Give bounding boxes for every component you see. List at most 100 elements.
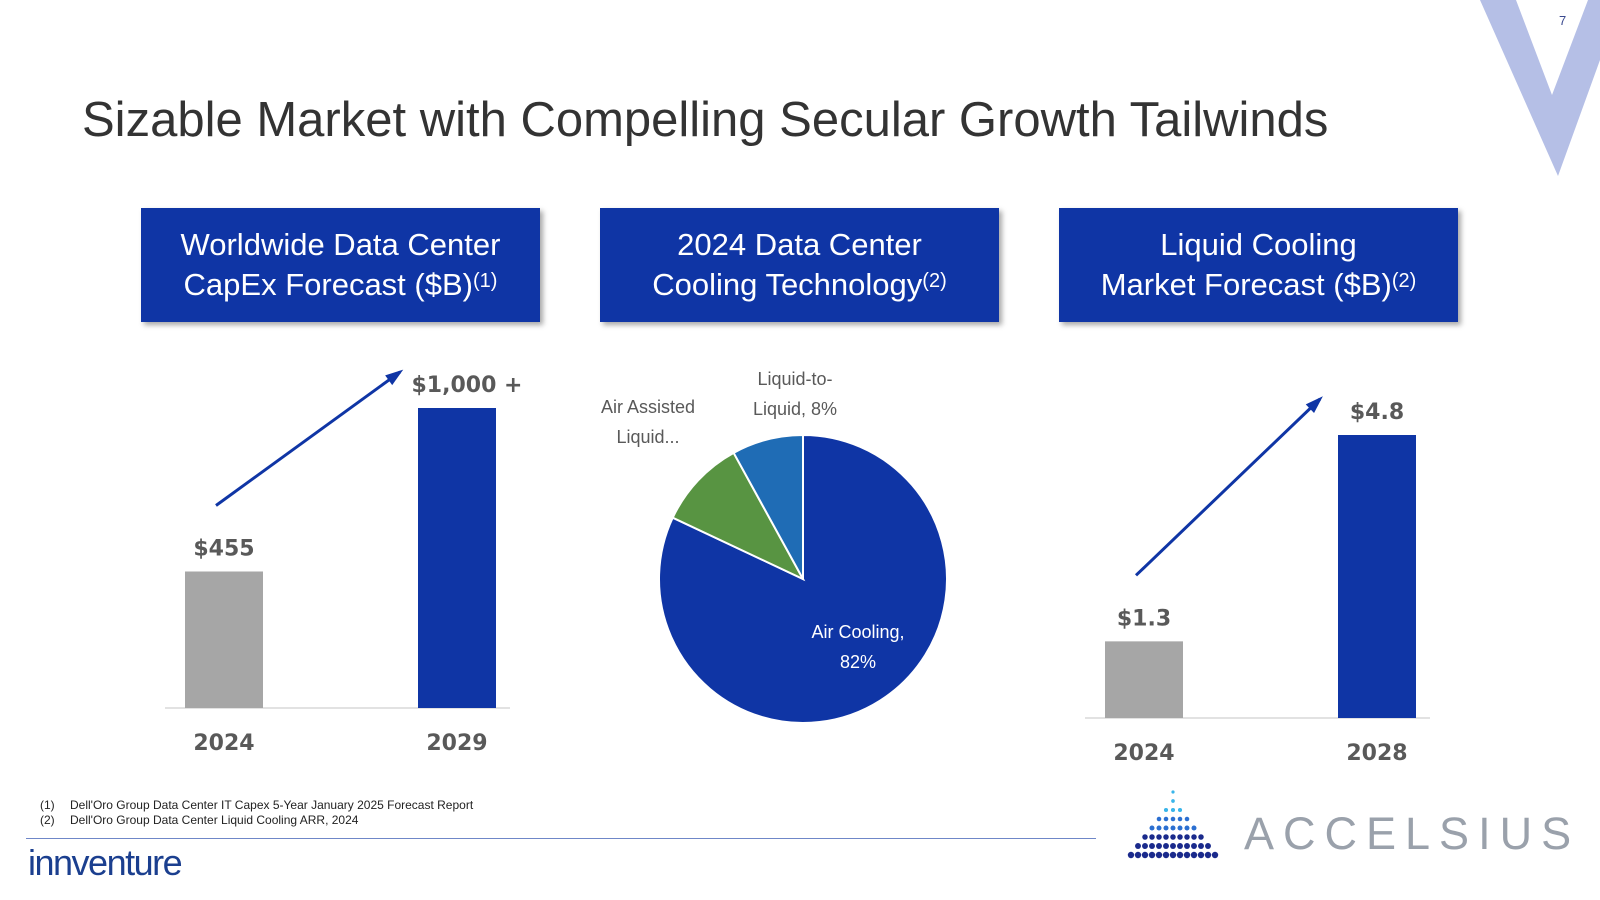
panel-header-line1: Worldwide Data Center <box>180 227 501 262</box>
footnote-1: (1) Dell'Oro Group Data Center IT Capex 5… <box>40 798 473 813</box>
logo-dot <box>1171 790 1175 794</box>
footnote-2: (2) Dell'Oro Group Data Center Liquid Coo… <box>40 813 473 828</box>
category-label: 2028 <box>1346 741 1407 766</box>
category-label: 2024 <box>1113 741 1174 766</box>
panel-header-line2-text: CapEx Forecast ($B) <box>183 267 473 302</box>
pie-slice-label: Air Assisted Liquid... <box>601 397 695 447</box>
page-number: 7 <box>1559 13 1567 28</box>
logo-dot <box>1170 843 1176 849</box>
logo-dot <box>1149 843 1155 849</box>
logo-dot <box>1169 851 1177 859</box>
pie-slice <box>732 433 804 580</box>
logo-dot <box>1197 851 1205 859</box>
corner-v-mark <box>1480 0 1600 176</box>
panel-header-line2: Cooling Technology(2) <box>600 265 999 305</box>
logo-dot <box>1205 843 1211 849</box>
panel-header-line2: Market Forecast ($B)(2) <box>1059 265 1458 305</box>
page-title: Sizable Market with Compelling Secular G… <box>82 93 1329 147</box>
footnote-text: Dell'Oro Group Data Center Liquid Coolin… <box>70 813 359 827</box>
logo-dot <box>1176 851 1184 859</box>
panel-header-line1: 2024 Data Center <box>677 227 922 262</box>
footnotes: (1) Dell'Oro Group Data Center IT Capex 5… <box>40 798 473 828</box>
bar <box>418 408 496 708</box>
pie-label-line: 82% <box>840 652 876 672</box>
logo-dot <box>1191 843 1197 849</box>
logo-dot <box>1177 825 1183 831</box>
panel-header-cooling-tech: 2024 Data Center Cooling Technology(2) <box>600 208 999 322</box>
logo-dot <box>1156 816 1162 822</box>
logo-dot <box>1170 807 1176 813</box>
logo-dot <box>1177 816 1183 822</box>
category-label: 2024 <box>193 731 254 756</box>
logo-dot <box>1149 825 1155 831</box>
logo-dot <box>1177 843 1183 849</box>
logo-dot <box>1141 851 1149 859</box>
logo-dot <box>1163 816 1169 822</box>
logo-dot <box>1127 851 1135 859</box>
panel-header-line2: CapEx Forecast ($B)(1) <box>141 265 540 305</box>
cooling-pie-chart: Air Cooling, 82% Air Assisted Liquid... Liqu… <box>601 369 948 724</box>
logo-dot <box>1142 843 1148 849</box>
logo-dot <box>1135 843 1141 849</box>
pie-slice-label: Liquid-to- Liquid, 8% <box>753 369 837 419</box>
footnote-number: (1) <box>40 798 55 812</box>
logo-dot <box>1184 843 1190 849</box>
logo-dot <box>1198 834 1204 840</box>
logo-dot <box>1211 851 1219 859</box>
footnote-number: (2) <box>40 813 55 827</box>
panel-header-capex: Worldwide Data Center CapEx Forecast ($B… <box>141 208 540 322</box>
logo-dot <box>1156 825 1162 831</box>
capex-bar-chart: $455 2024 $1,000 + 2029 <box>165 369 523 756</box>
logo-dot <box>1170 825 1176 831</box>
logo-dot <box>1190 851 1198 859</box>
logo-dot <box>1170 816 1176 822</box>
logo-dot <box>1183 851 1191 859</box>
logo-dot <box>1134 851 1142 859</box>
logo-dot <box>1156 843 1162 849</box>
growth-arrow <box>1134 397 1322 577</box>
pie-label-line: Liquid, 8% <box>753 399 837 419</box>
footnote-ref: (1) <box>472 270 498 292</box>
footer-divider <box>26 838 1096 839</box>
logo-dot <box>1155 851 1163 859</box>
logo-dot <box>1148 851 1156 859</box>
panel-header-line2-text: Market Forecast ($B) <box>1100 267 1392 302</box>
liquid-cooling-bar-chart: $1.3 2024 $4.8 2028 <box>1085 396 1430 766</box>
pie-label-line: Air Assisted <box>601 397 695 417</box>
logo-dot <box>1142 834 1148 840</box>
logo-dot <box>1163 825 1169 831</box>
growth-arrow <box>215 370 401 507</box>
logo-dot <box>1156 834 1162 840</box>
logo-dot <box>1191 834 1197 840</box>
panel-header-liquid-cooling: Liquid Cooling Market Forecast ($B)(2) <box>1059 208 1458 322</box>
data-label: $4.8 <box>1350 400 1404 425</box>
logo-dot <box>1170 834 1176 840</box>
category-label: 2029 <box>426 731 487 756</box>
logo-dot <box>1184 834 1190 840</box>
logo-dot <box>1198 843 1204 849</box>
footnote-text: Dell'Oro Group Data Center IT Capex 5-Ye… <box>70 798 474 812</box>
logo-dot <box>1171 799 1175 803</box>
logo-dot <box>1163 834 1169 840</box>
logo-dot <box>1162 851 1170 859</box>
pie-label-line: Liquid... <box>616 427 679 447</box>
footnote-ref: (2) <box>922 270 947 292</box>
pie-label-line: Air Cooling, <box>811 622 904 642</box>
pie-slice-label: Air Cooling, 82% <box>811 622 904 672</box>
innventure-logo: innventure <box>28 842 183 883</box>
bar <box>1338 435 1416 718</box>
logo-dot <box>1204 851 1212 859</box>
logo-dot <box>1177 807 1183 813</box>
logo-dot <box>1177 834 1183 840</box>
data-label: $1.3 <box>1117 606 1171 631</box>
logo-dot <box>1191 825 1197 831</box>
panel-header-line2-text: Cooling Technology <box>652 267 923 302</box>
accelsius-dots-icon <box>1127 790 1219 859</box>
logo-dot <box>1163 807 1169 813</box>
footnote-ref: (2) <box>1391 270 1417 292</box>
logo-dot <box>1149 834 1155 840</box>
data-label: $1,000 + <box>412 373 523 398</box>
growth-arrow-head <box>385 369 404 386</box>
logo-dot <box>1163 843 1169 849</box>
panel-header-line1: Liquid Cooling <box>1160 227 1357 262</box>
